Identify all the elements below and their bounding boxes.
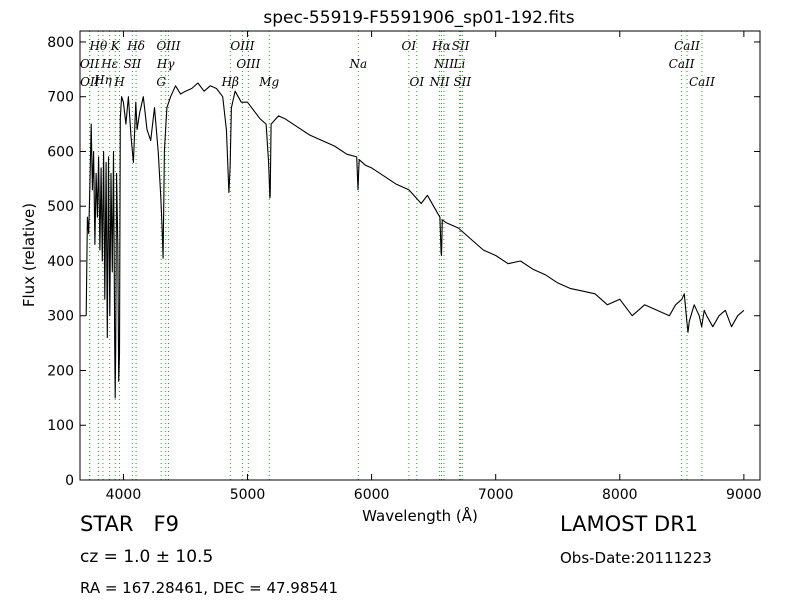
y-tick-label: 0 — [65, 473, 74, 489]
line-marker-label: OIII — [156, 39, 180, 53]
x-tick-label: 6000 — [354, 487, 390, 503]
line-marker-label: Mg — [258, 75, 279, 89]
line-marker-label: Hε — [100, 57, 118, 71]
line-marker-label: Hη — [93, 73, 112, 87]
x-tick-label: 8000 — [602, 487, 638, 503]
line-marker-label: Hβ — [221, 75, 239, 89]
line-marker-label: K — [110, 39, 121, 53]
cz-text: cz = 1.0 ± 10.5 — [80, 547, 214, 567]
line-marker-label: Hγ — [156, 57, 175, 71]
y-tick-label: 200 — [47, 363, 74, 379]
y-tick-label: 800 — [47, 35, 74, 51]
line-marker-label: CaII — [689, 75, 715, 89]
object-subclass: F9 — [153, 512, 179, 536]
line-marker-label: SII — [453, 75, 471, 89]
obs-date-text: Obs-Date:20111223 — [560, 549, 712, 567]
line-marker-label: CaII — [674, 39, 700, 53]
object-type-text: STAR F9 — [80, 512, 179, 536]
line-marker-label: CaII — [669, 57, 695, 71]
line-marker-label: Hθ — [89, 39, 108, 53]
y-tick-label: 700 — [47, 90, 74, 106]
line-marker-label: G — [156, 75, 166, 89]
ra-dec-text: RA = 167.28461, DEC = 47.98541 — [80, 579, 339, 597]
line-marker-label: SII — [124, 57, 142, 71]
line-marker-label: Hδ — [126, 39, 145, 53]
survey-text: LAMOST DR1 — [560, 512, 699, 536]
plot-frame — [79, 30, 761, 481]
y-tick-label: 400 — [47, 254, 74, 270]
line-marker-label: SII — [452, 39, 470, 53]
line-marker-label: OI — [402, 39, 417, 53]
tick-layer: 4000 5000 6000 7000 8000 9000 0 100 200 300 400 500… — [47, 31, 762, 503]
y-tick-label: 600 — [47, 144, 74, 160]
line-marker-label: NII — [429, 75, 450, 89]
chart-title: spec-55919-F5591906_sp01-192.fits — [263, 8, 574, 28]
line-marker-label: NII — [433, 57, 454, 71]
x-tick-label: 4000 — [106, 487, 142, 503]
x-axis-label: Wavelength (Å) — [362, 506, 478, 525]
x-tick-label: 7000 — [478, 487, 514, 503]
y-axis-label: Flux (relative) — [20, 203, 38, 307]
y-tick-label: 100 — [47, 418, 74, 434]
object-class: STAR — [80, 512, 134, 536]
line-marker-label: OIII — [236, 57, 260, 71]
y-tick-label: 300 — [47, 309, 74, 325]
line-marker-label: Hα — [431, 39, 451, 53]
line-marker-label: OII — [80, 75, 100, 89]
line-marker-label: H — [113, 75, 125, 89]
line-marker-label: Li — [453, 57, 466, 71]
y-tick-label: 500 — [47, 199, 74, 215]
line-marker-label: OI — [409, 75, 424, 89]
x-tick-label: 5000 — [230, 487, 266, 503]
series-layer — [85, 82, 745, 399]
line-marker-label: Na — [349, 57, 368, 71]
x-tick-label: 9000 — [726, 487, 762, 503]
line-marker-label: OIII — [230, 39, 254, 53]
spectrum-series-line-0 — [85, 82, 745, 399]
